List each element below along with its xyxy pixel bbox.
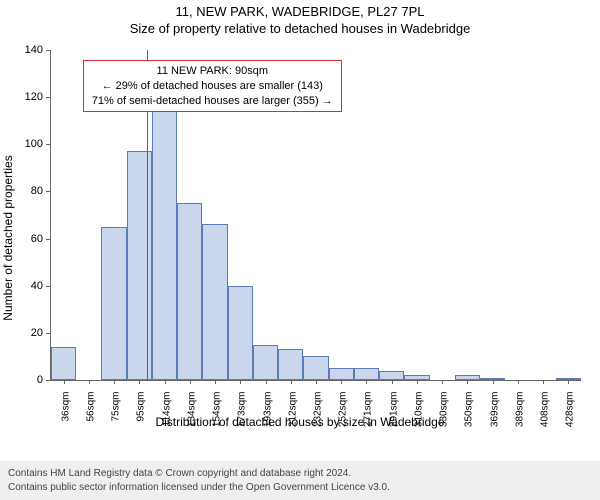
info-line-3: 71% of semi-detached houses are larger (… — [92, 94, 333, 109]
bar — [177, 203, 202, 380]
bar — [354, 368, 379, 380]
x-tick — [165, 380, 166, 384]
y-tick-label: 140 — [25, 44, 51, 56]
bar — [329, 368, 354, 380]
bar — [253, 345, 278, 380]
footer: Contains HM Land Registry data © Crown c… — [0, 461, 600, 500]
x-tick — [316, 380, 317, 384]
x-tick — [139, 380, 140, 384]
x-tick — [392, 380, 393, 384]
bar — [152, 102, 177, 380]
y-tick-label: 60 — [31, 233, 51, 245]
x-tick — [114, 380, 115, 384]
info-line-2: ← 29% of detached houses are smaller (14… — [92, 79, 333, 94]
bar — [127, 151, 152, 380]
chart-container: 11, NEW PARK, WADEBRIDGE, PL27 7PL Size … — [0, 0, 600, 500]
chart-title: Size of property relative to detached ho… — [0, 19, 600, 36]
chart-area: Number of detached properties 0204060801… — [0, 40, 600, 435]
bar — [379, 371, 404, 380]
info-line-1: 11 NEW PARK: 90sqm — [92, 64, 333, 79]
x-axis-label: Distribution of detached houses by size … — [0, 415, 600, 429]
x-tick — [493, 380, 494, 384]
plot-region: 020406080100120140 36sqm56sqm75sqm95sqm1… — [50, 50, 581, 381]
y-tick-label: 0 — [37, 374, 51, 386]
footer-line-2: Contains public sector information licen… — [8, 481, 592, 495]
x-tick — [518, 380, 519, 384]
y-tick-label: 80 — [31, 185, 51, 197]
bar — [51, 347, 76, 380]
bar — [278, 349, 303, 380]
x-tick — [341, 380, 342, 384]
y-tick-label: 20 — [31, 327, 51, 339]
address-title: 11, NEW PARK, WADEBRIDGE, PL27 7PL — [0, 0, 600, 19]
x-tick — [89, 380, 90, 384]
bar — [228, 286, 253, 380]
x-tick — [366, 380, 367, 384]
x-tick — [291, 380, 292, 384]
x-tick — [442, 380, 443, 384]
info-box: 11 NEW PARK: 90sqm ← 29% of detached hou… — [83, 60, 342, 113]
x-tick — [240, 380, 241, 384]
bar — [101, 227, 126, 380]
footer-line-1: Contains HM Land Registry data © Crown c… — [8, 467, 592, 481]
x-tick — [266, 380, 267, 384]
y-axis-label: Number of detached properties — [1, 155, 15, 320]
x-tick — [417, 380, 418, 384]
x-tick — [568, 380, 569, 384]
x-tick — [467, 380, 468, 384]
y-tick-label: 40 — [31, 280, 51, 292]
bar — [303, 356, 328, 380]
x-tick — [543, 380, 544, 384]
y-tick-label: 120 — [25, 91, 51, 103]
y-tick-label: 100 — [25, 138, 51, 150]
x-tick — [190, 380, 191, 384]
x-tick — [215, 380, 216, 384]
x-tick — [64, 380, 65, 384]
bar — [202, 224, 227, 380]
